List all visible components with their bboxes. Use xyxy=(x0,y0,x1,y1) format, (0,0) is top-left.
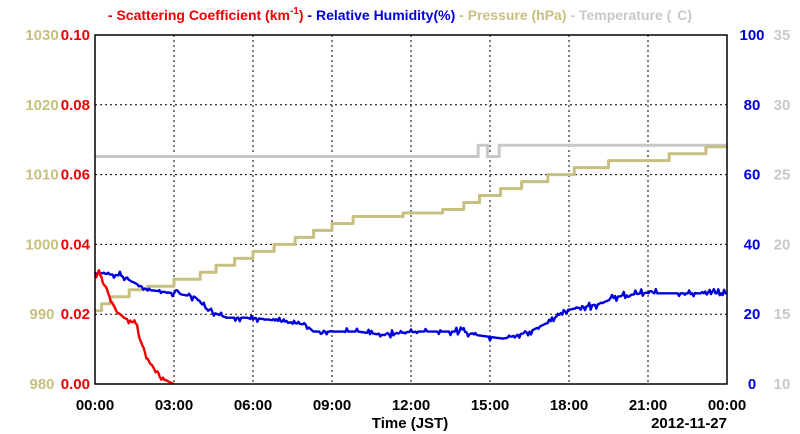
x-tick: 09:00 xyxy=(313,397,351,414)
x-tick: 21:00 xyxy=(629,397,667,414)
humidity-tick: 80 xyxy=(744,97,761,114)
temperature-tick: 35 xyxy=(774,27,791,44)
x-tick: 00:00 xyxy=(708,397,746,414)
legend-item-tail: ) xyxy=(299,7,304,23)
legend-item: Pressure (hPa) xyxy=(468,7,567,23)
tick-labels: 98099010001010102010300.000.020.040.060.… xyxy=(25,27,790,414)
humidity-tick: 100 xyxy=(739,27,764,44)
pressure-tick: 980 xyxy=(29,376,54,393)
series-line-temperature xyxy=(95,143,727,158)
legend-dash: - xyxy=(108,7,117,23)
legend-text: - Scattering Coefficient (km-1) - Relati… xyxy=(108,6,692,23)
pressure-tick: 1020 xyxy=(25,97,58,114)
legend-item: Relative Humidity(%) xyxy=(316,7,455,23)
humidity-tick: 40 xyxy=(744,236,761,253)
temperature-tick: 30 xyxy=(774,97,791,114)
x-tick: 18:00 xyxy=(550,397,588,414)
scattering-tick: 0.10 xyxy=(61,27,90,44)
pressure-tick: 1010 xyxy=(25,167,58,184)
temperature-tick: 25 xyxy=(774,167,791,184)
temperature-tick: 15 xyxy=(774,306,791,323)
legend-item: Scattering Coefficient (km xyxy=(116,7,289,23)
series-layer xyxy=(93,143,727,386)
legend-item: Temperature ( xyxy=(579,7,672,23)
grid xyxy=(95,35,727,384)
humidity-tick: 60 xyxy=(744,167,761,184)
legend-superscript: -1 xyxy=(290,6,299,17)
plot-frame xyxy=(94,34,728,385)
pressure-tick: 1030 xyxy=(25,27,58,44)
x-tick: 03:00 xyxy=(155,397,193,414)
series-line-scattering xyxy=(94,269,175,386)
scattering-tick: 0.04 xyxy=(61,236,91,253)
x-axis-label: Time (JST) xyxy=(372,415,448,432)
x-tick: 00:00 xyxy=(76,397,114,414)
humidity-tick: 0 xyxy=(748,376,756,393)
x-tick: 06:00 xyxy=(234,397,272,414)
x-tick: 12:00 xyxy=(392,397,430,414)
series-line-pressure xyxy=(95,145,727,313)
legend-dash: - xyxy=(304,7,316,23)
series-line-humidity xyxy=(93,270,727,342)
scattering-tick: 0.02 xyxy=(61,306,90,323)
legend-dash: - xyxy=(567,7,579,23)
temperature-tick: 20 xyxy=(774,236,791,253)
scattering-tick: 0.00 xyxy=(61,376,90,393)
pressure-tick: 990 xyxy=(29,306,54,323)
legend-dash: - xyxy=(455,7,467,23)
scattering-tick: 0.08 xyxy=(61,97,90,114)
scattering-tick: 0.06 xyxy=(61,167,90,184)
temperature-tick: 10 xyxy=(774,376,791,393)
humidity-tick: 20 xyxy=(744,306,761,323)
legend-item-tail: C) xyxy=(677,7,692,23)
legend: - Scattering Coefficient (km-1) - Relati… xyxy=(108,6,692,23)
x-tick: 15:00 xyxy=(471,397,509,414)
pressure-tick: 1000 xyxy=(25,236,58,253)
date-label: 2012-11-27 xyxy=(651,415,727,432)
